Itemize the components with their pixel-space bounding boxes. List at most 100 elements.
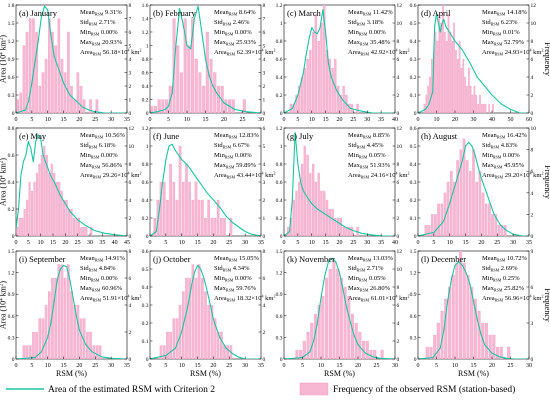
histogram-bar <box>440 22 442 113</box>
x-tick-label: 20 <box>76 117 82 123</box>
y-tick-label-right: 4 <box>263 57 266 63</box>
histogram-bar <box>95 345 99 359</box>
histogram-bar <box>328 208 331 236</box>
stat-line: StdRSM 6.23% <box>482 19 518 27</box>
y-tick-label-left: 0.8 <box>276 162 283 168</box>
y-tick-label-right: 0 <box>129 357 132 363</box>
histogram-bar <box>178 304 182 359</box>
histogram-bar <box>226 345 230 359</box>
y-tick-label-left: 1 <box>146 44 149 50</box>
y-tick-label-left: 0.4 <box>276 75 283 81</box>
histogram-bar <box>18 217 21 236</box>
y-tick-label-right: 0 <box>397 357 400 363</box>
x-tick-label: 10 <box>179 240 185 246</box>
x-tick-label: 25 <box>92 363 98 369</box>
x-tick-label: 40 <box>392 117 398 123</box>
y-tick-label-left: 0.5 <box>142 267 149 273</box>
stat-line: MinRSM 0.25% <box>482 275 520 283</box>
stat-line: MeanRSM 11.42% <box>348 9 393 17</box>
y-tick-label-right: 4 <box>129 303 132 309</box>
histogram-bar <box>295 94 298 113</box>
y-tick-label-right: 0 <box>397 234 400 240</box>
histogram-bar <box>166 199 169 236</box>
histogram-bar <box>462 262 466 359</box>
histogram-bar <box>224 99 228 113</box>
histogram-bar <box>25 31 29 113</box>
x-tick-label: 0 <box>283 240 286 246</box>
y-tick-label-right: 8 <box>397 162 400 168</box>
histogram-bar <box>427 225 431 236</box>
histogram-bar <box>447 286 451 359</box>
y-tick-label-left: 1.2 <box>276 3 283 9</box>
histogram-bar <box>77 217 80 236</box>
area-curve <box>284 8 395 113</box>
y-tick-label-left: 0.2 <box>410 198 417 204</box>
x-tick-label: 20 <box>221 117 227 123</box>
histogram-bar <box>85 226 88 236</box>
stat-line: MaxRSM 25.82% <box>482 285 525 293</box>
stat-line: StdRSM 3.18% <box>348 19 384 27</box>
plot-frame <box>417 250 530 360</box>
histogram-bar <box>475 94 478 113</box>
y-tick-label-right: 10 <box>397 267 403 273</box>
stat-line-area: AreaRSM 56.18×104 km2 <box>80 48 141 57</box>
stat-line: MeanRSM 16.42% <box>482 132 528 140</box>
stat-line: StdRSM 2.71% <box>348 265 384 273</box>
histogram-bar <box>67 264 70 359</box>
y-tick-label-right: 7 <box>129 17 132 23</box>
histogram-bar <box>38 163 41 236</box>
y-tick-label-left: 0 <box>280 111 283 117</box>
stat-line: StdRSM 6.18% <box>80 142 116 150</box>
panel-title: (h) August <box>421 131 458 141</box>
histogram-bar <box>334 217 337 236</box>
histogram-bar <box>40 154 43 236</box>
x-tick-label: 10 <box>447 240 453 246</box>
histogram-bar <box>302 340 306 359</box>
y-tick-label-right: 1 <box>263 98 266 104</box>
y-tick-label-right: 6 <box>397 303 400 309</box>
x-tick-label: 15 <box>203 117 209 123</box>
x-tick-label: 15 <box>61 117 67 123</box>
stat-line: StdRSM 2.69% <box>482 265 518 273</box>
histogram-bar <box>201 277 204 359</box>
x-tick-label: 35 <box>258 363 264 369</box>
y-tick-label-right: 4 <box>397 321 400 327</box>
histogram-bar <box>191 18 195 113</box>
histogram-bar <box>477 103 479 113</box>
histogram-bar <box>462 138 466 236</box>
x-tick-label: 30 <box>87 240 93 246</box>
histogram-bar <box>298 85 301 113</box>
x-tick-label: 10 <box>434 117 440 123</box>
y-tick-label-left: 0.8 <box>8 126 15 132</box>
x-tick-label: 25 <box>374 363 380 369</box>
x-tick-label: 30 <box>526 363 532 369</box>
histogram-bar <box>470 286 474 359</box>
y-tick-label-left: 0 <box>146 357 149 363</box>
stat-line: MaxRSM 59.89% <box>214 162 257 170</box>
histogram-bar <box>76 72 80 113</box>
histogram-bar <box>172 318 176 359</box>
y-tick-label-left: 0.8 <box>142 162 149 168</box>
area-curve <box>150 5 261 113</box>
histogram-bar <box>72 217 76 236</box>
histogram-bar <box>444 31 446 113</box>
x-tick-label: 25 <box>350 240 356 246</box>
histogram-bar <box>484 322 488 359</box>
y-tick-label-left: 0.6 <box>142 71 149 77</box>
stat-line: MaxRSM 45.95% <box>482 162 525 170</box>
y-tick-label-right: 8 <box>531 39 534 45</box>
histogram-bar <box>481 192 485 236</box>
x-axis-label: RSM (%) <box>190 369 221 378</box>
y-tick-label-right: 6 <box>531 285 534 291</box>
histogram-bar <box>488 103 491 113</box>
chart-panel: 0 5 10 15 20 25 30 3500.20.40.60.811.20123456(f… <box>142 126 276 246</box>
chart-panel: 0 10 20 30 40 50 6000.10.20.30.40.50.602468101… <box>410 3 544 123</box>
histogram-bar <box>169 163 172 236</box>
stat-line-area: AreaRSM 29.20×104 km2 <box>482 171 543 180</box>
histogram-bar <box>23 208 26 236</box>
y-tick-label-left: 0.6 <box>276 180 283 186</box>
y-tick-label-right: 8 <box>129 249 132 255</box>
x-tick-label: 25 <box>350 117 356 123</box>
x-tick-label: 0 <box>417 117 420 123</box>
histogram <box>16 18 99 113</box>
